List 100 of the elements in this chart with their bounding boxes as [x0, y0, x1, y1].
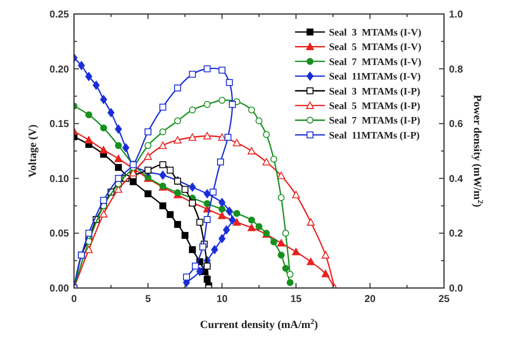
point: [196, 218, 204, 226]
point: [114, 124, 122, 134]
x-tick-label: 25: [438, 294, 450, 305]
point: [114, 164, 122, 171]
point: [204, 200, 211, 208]
point: [174, 84, 182, 92]
point: [144, 152, 152, 160]
point: [203, 132, 212, 140]
point: [306, 258, 315, 266]
point: [158, 142, 167, 149]
point: [256, 223, 262, 230]
point: [248, 106, 256, 114]
point: [183, 274, 190, 280]
point: [322, 251, 330, 259]
legend-label: Seal 5 MTAMs (I-V): [329, 42, 422, 54]
point: [218, 66, 226, 74]
point: [248, 147, 256, 154]
point: [159, 128, 166, 136]
legend-label: Seal 3 MTAMs (I-V): [329, 28, 422, 38]
y2-tick-label: 0.4: [449, 174, 464, 185]
point: [217, 158, 224, 166]
legend-label: Seal 7 MTAMs (I-V): [329, 56, 422, 68]
point: [228, 100, 236, 108]
point: [210, 188, 217, 196]
point: [159, 161, 166, 168]
point: [248, 224, 256, 232]
y-axis-title: Voltage (V): [27, 124, 39, 178]
point: [292, 248, 300, 256]
point: [270, 156, 278, 163]
point: [211, 245, 218, 254]
point: [144, 128, 152, 136]
point: [218, 212, 226, 220]
legend-label: Seal 3 MTAMs (I-P): [329, 86, 420, 98]
y2-tick-label: 0.8: [449, 64, 464, 76]
point: [100, 124, 108, 132]
point: [144, 190, 152, 198]
point: [166, 211, 174, 218]
point: [282, 264, 290, 272]
point: [226, 79, 233, 86]
legend-label: Seal 5 MTAMs (I-P): [329, 101, 420, 112]
point: [114, 154, 122, 162]
point: [204, 216, 211, 223]
point: [188, 70, 196, 78]
point: [100, 146, 108, 154]
y-tick-label: 0.25: [50, 10, 70, 20]
point: [262, 158, 270, 166]
text: 0.00: [50, 284, 69, 294]
point: [204, 189, 211, 198]
point: [278, 252, 285, 259]
point: [114, 142, 122, 149]
legend-label: Seal 11MTAMs (I-P): [329, 130, 420, 142]
y-tick-label: 0.10: [50, 174, 70, 185]
x-tick-label: 15: [290, 294, 302, 305]
point: [286, 279, 294, 286]
point: [204, 100, 211, 108]
point: [199, 243, 206, 250]
point: [182, 186, 188, 193]
point: [277, 172, 286, 180]
point: [278, 194, 285, 202]
x-tick-label: 5: [145, 294, 152, 305]
point: [204, 65, 211, 72]
x-tick-label: 10: [216, 294, 228, 305]
point: [108, 108, 114, 118]
point: [218, 198, 226, 207]
point: [233, 210, 240, 217]
point: [277, 239, 286, 247]
point: [218, 96, 226, 104]
point: [188, 106, 196, 114]
x-tick-label: 0: [71, 294, 78, 305]
y-tick-label: 0.20: [50, 64, 70, 76]
point: [228, 216, 236, 224]
point: [188, 246, 196, 254]
point: [100, 95, 108, 104]
point: [159, 104, 166, 111]
point: [262, 131, 270, 138]
point: [92, 80, 100, 90]
point: [159, 170, 166, 180]
point: [85, 230, 92, 237]
legend-label: Seal 7 MTAMs (I-P): [329, 116, 420, 127]
y-tick-label: 0.05: [50, 228, 70, 240]
point: [174, 136, 182, 144]
point: [100, 210, 108, 218]
point: [114, 174, 122, 182]
point: [256, 117, 262, 124]
point: [159, 202, 166, 210]
point: [122, 143, 130, 152]
point: [100, 196, 108, 204]
point: [144, 166, 152, 174]
point: [232, 138, 241, 146]
point: [188, 133, 196, 141]
point: [204, 262, 211, 270]
point: [218, 206, 226, 213]
point: [130, 178, 137, 186]
point: [224, 134, 232, 141]
x-tick-label: 20: [364, 294, 376, 305]
point: [85, 111, 92, 118]
point: [78, 61, 85, 70]
point: [84, 136, 93, 144]
point: [226, 206, 233, 216]
y2-tick-label: 0.6: [449, 119, 464, 130]
